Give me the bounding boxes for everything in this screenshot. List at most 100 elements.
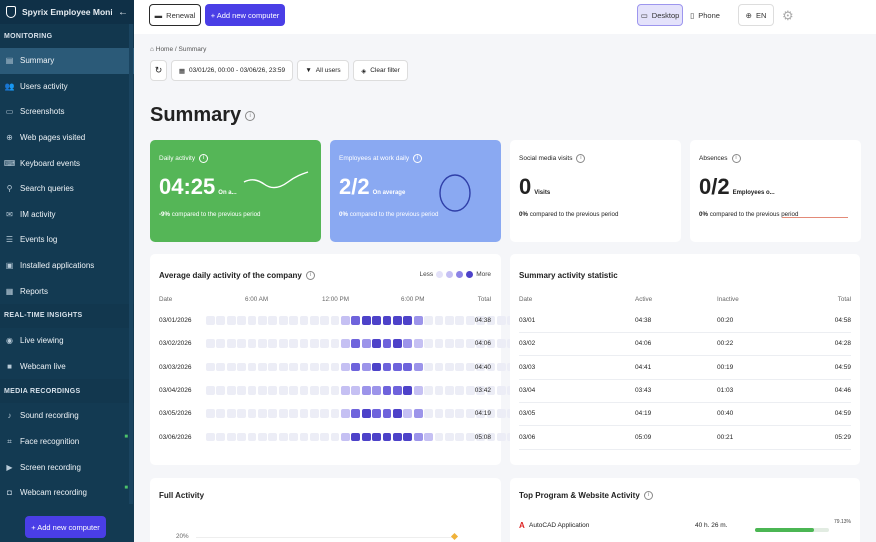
heatmap-cell[interactable]	[455, 362, 465, 372]
heatmap-cell[interactable]	[278, 409, 288, 418]
heatmap-cell[interactable]	[268, 409, 278, 418]
heatmap-cell[interactable]	[247, 362, 257, 372]
heatmap-cell[interactable]	[444, 385, 454, 395]
heatmap-cell[interactable]	[351, 409, 361, 418]
heatmap-cell[interactable]	[289, 316, 298, 325]
info-icon[interactable]: i	[199, 154, 209, 163]
heatmap-cell[interactable]	[237, 385, 246, 395]
heatmap-cell[interactable]	[330, 385, 340, 395]
language-select[interactable]: ⊕ EN	[738, 4, 774, 26]
heatmap-cell[interactable]	[309, 339, 319, 349]
heatmap-cell[interactable]	[413, 432, 423, 442]
sidebar-item-live-viewing[interactable]: ◉ Live viewing	[0, 328, 134, 354]
heatmap-cell[interactable]	[434, 339, 444, 349]
heatmap-cell[interactable]	[486, 385, 496, 395]
heatmap-cell[interactable]	[268, 432, 278, 442]
heatmap-cell[interactable]	[361, 362, 371, 372]
heatmap-cell[interactable]	[372, 339, 382, 349]
heatmap-cell[interactable]	[341, 432, 350, 442]
heatmap-cell[interactable]	[496, 339, 506, 349]
heatmap-cell[interactable]	[299, 385, 309, 395]
heatmap-cell[interactable]	[330, 339, 340, 349]
heatmap-cell[interactable]	[444, 339, 454, 349]
heatmap-cell[interactable]	[330, 432, 340, 442]
heatmap-cell[interactable]	[465, 385, 475, 395]
heatmap-cell[interactable]	[278, 432, 288, 442]
heatmap-cell[interactable]	[320, 362, 330, 372]
heatmap-cell[interactable]	[455, 385, 465, 395]
heatmap-cell[interactable]	[382, 409, 392, 418]
info-icon[interactable]: i	[245, 110, 256, 121]
phone-toggle[interactable]: ▯ Phone	[687, 4, 723, 26]
heatmap-cell[interactable]	[320, 385, 330, 395]
heatmap-cell[interactable]	[309, 316, 319, 325]
heatmap-cell[interactable]	[247, 316, 257, 325]
sidebar-item-screen-recording[interactable]: ▶ Screen recording	[0, 454, 134, 480]
heatmap-cell[interactable]	[424, 409, 433, 418]
heatmap-cell[interactable]	[361, 316, 371, 325]
heatmap-cell[interactable]	[351, 432, 361, 442]
heatmap-cell[interactable]	[257, 432, 267, 442]
sidebar-item-events-log[interactable]: ☰ Events log	[0, 227, 134, 253]
heatmap-cell[interactable]	[424, 385, 433, 395]
heatmap-cell[interactable]	[330, 362, 340, 372]
heatmap-cell[interactable]	[444, 362, 454, 372]
heatmap-cell[interactable]	[320, 432, 330, 442]
desktop-toggle[interactable]: ▭ Desktop	[637, 4, 683, 26]
heatmap-cell[interactable]	[465, 362, 475, 372]
heatmap-cell[interactable]	[237, 362, 246, 372]
heatmap-cell[interactable]	[496, 362, 506, 372]
heatmap-cell[interactable]	[247, 385, 257, 395]
heatmap-cell[interactable]	[309, 385, 319, 395]
heatmap-cell[interactable]	[455, 409, 465, 418]
heatmap-cell[interactable]	[330, 409, 340, 418]
date-range-picker[interactable]: ▦ 03/01/26, 00:00 - 03/06/26, 23:59	[171, 60, 293, 81]
heatmap-cell[interactable]	[206, 339, 215, 349]
heatmap-cell[interactable]	[309, 362, 319, 372]
heatmap-cell[interactable]	[257, 362, 267, 372]
heatmap-cell[interactable]	[393, 432, 402, 442]
heatmap-cell[interactable]	[299, 432, 309, 442]
heatmap-cell[interactable]	[237, 432, 246, 442]
add-computer-button[interactable]: + Add new computer	[205, 4, 285, 26]
heatmap-cell[interactable]	[309, 432, 319, 442]
heatmap-cell[interactable]	[278, 385, 288, 395]
renewal-button[interactable]: ▬ Renewal	[149, 4, 201, 26]
heatmap-cell[interactable]	[372, 316, 382, 325]
info-icon[interactable]: i	[731, 154, 741, 163]
heatmap-cell[interactable]	[289, 362, 298, 372]
heatmap-cell[interactable]	[393, 385, 402, 395]
heatmap-cell[interactable]	[424, 339, 433, 349]
refresh-button[interactable]: ↻	[150, 60, 167, 81]
users-filter-button[interactable]: ▼ All users	[297, 60, 349, 81]
heatmap-cell[interactable]	[455, 432, 465, 442]
heatmap-cell[interactable]	[372, 409, 382, 418]
heatmap-cell[interactable]	[226, 409, 236, 418]
heatmap-cell[interactable]	[351, 316, 361, 325]
heatmap-cell[interactable]	[413, 409, 423, 418]
heatmap-cell[interactable]	[465, 339, 475, 349]
heatmap-cell[interactable]	[216, 362, 226, 372]
heatmap-cell[interactable]	[247, 339, 257, 349]
heatmap-cell[interactable]	[341, 385, 350, 395]
heatmap-cell[interactable]	[476, 409, 485, 418]
heatmap-cell[interactable]	[206, 432, 215, 442]
heatmap-cell[interactable]	[424, 432, 433, 442]
heatmap-cell[interactable]	[434, 362, 444, 372]
heatmap-cell[interactable]	[382, 316, 392, 325]
heatmap-cell[interactable]	[226, 339, 236, 349]
sidebar-item-webcam-recording[interactable]: ◘ Webcam recording ■	[0, 480, 134, 506]
heatmap-cell[interactable]	[257, 385, 267, 395]
heatmap-cell[interactable]	[237, 339, 246, 349]
heatmap-cell[interactable]	[289, 339, 298, 349]
heatmap-cell[interactable]	[403, 409, 413, 418]
heatmap-cell[interactable]	[393, 316, 402, 325]
heatmap-cell[interactable]	[413, 316, 423, 325]
heatmap-cell[interactable]	[434, 432, 444, 442]
info-icon[interactable]: i	[643, 491, 653, 500]
heatmap-cell[interactable]	[289, 409, 298, 418]
heatmap-cell[interactable]	[257, 339, 267, 349]
heatmap-cell[interactable]	[361, 432, 371, 442]
heatmap-cell[interactable]	[278, 339, 288, 349]
heatmap-cell[interactable]	[403, 385, 413, 395]
